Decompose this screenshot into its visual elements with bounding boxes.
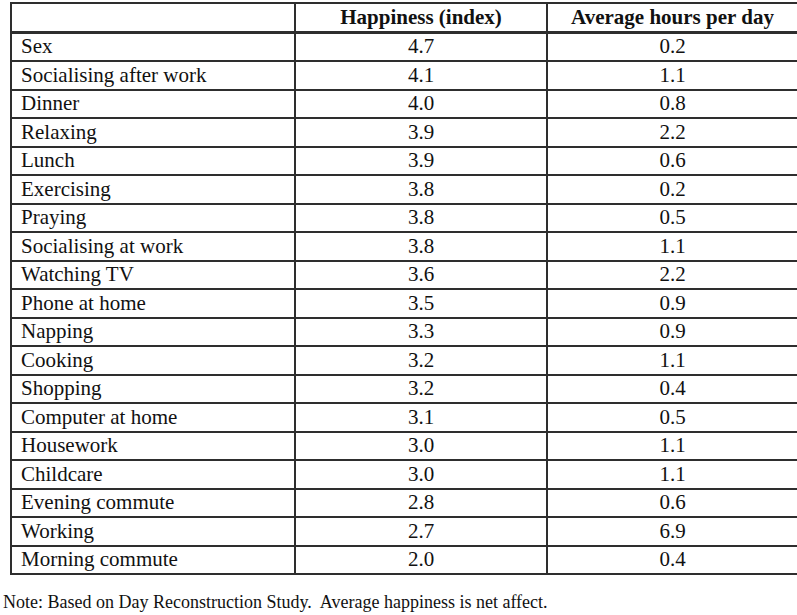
activities-happiness-table: Happiness (index) Average hours per day … xyxy=(10,2,797,575)
table-row: Dinner 4.0 0.8 xyxy=(11,90,797,119)
hours-value-cell: 1.1 xyxy=(547,232,797,261)
hours-value-cell: 1.1 xyxy=(547,432,797,461)
table-row: Shopping 3.2 0.4 xyxy=(11,375,797,404)
happiness-value-cell: 3.0 xyxy=(295,460,547,489)
happiness-value-cell: 3.3 xyxy=(295,318,547,347)
table-row: Watching TV 3.6 2.2 xyxy=(11,261,797,290)
table-row: Phone at home 3.5 0.9 xyxy=(11,289,797,318)
happiness-value-cell: 3.5 xyxy=(295,289,547,318)
hours-value-cell: 0.2 xyxy=(547,175,797,204)
hours-value-cell: 0.4 xyxy=(547,375,797,404)
happiness-value-cell: 3.2 xyxy=(295,375,547,404)
hours-value-cell: 0.9 xyxy=(547,318,797,347)
activity-cell: Napping xyxy=(11,318,295,347)
activity-cell: Phone at home xyxy=(11,289,295,318)
activity-cell: Socialising at work xyxy=(11,232,295,261)
happiness-value-cell: 3.8 xyxy=(295,204,547,233)
hours-value-cell: 1.1 xyxy=(547,61,797,90)
activity-cell: Praying xyxy=(11,204,295,233)
happiness-value-cell: 2.8 xyxy=(295,489,547,518)
table-row: Praying 3.8 0.5 xyxy=(11,204,797,233)
activity-cell: Socialising after work xyxy=(11,61,295,90)
happiness-value-cell: 4.7 xyxy=(295,32,547,61)
table-row: Socialising at work 3.8 1.1 xyxy=(11,232,797,261)
activity-cell: Working xyxy=(11,517,295,546)
happiness-value-cell: 4.1 xyxy=(295,61,547,90)
activity-cell: Dinner xyxy=(11,90,295,119)
happiness-value-cell: 2.0 xyxy=(295,546,547,575)
activity-cell: Childcare xyxy=(11,460,295,489)
activity-cell: Cooking xyxy=(11,346,295,375)
happiness-value-cell: 3.8 xyxy=(295,175,547,204)
table-row: Cooking 3.2 1.1 xyxy=(11,346,797,375)
table-footnote: Note: Based on Day Reconstruction Study.… xyxy=(3,592,548,614)
header-happiness-index: Happiness (index) xyxy=(295,3,547,32)
activity-cell: Evening commute xyxy=(11,489,295,518)
hours-value-cell: 0.5 xyxy=(547,403,797,432)
hours-value-cell: 0.9 xyxy=(547,289,797,318)
happiness-value-cell: 4.0 xyxy=(295,90,547,119)
happiness-value-cell: 2.7 xyxy=(295,517,547,546)
table-body: Sex 4.7 0.2 Socialising after work 4.1 1… xyxy=(11,32,797,574)
hours-value-cell: 6.9 xyxy=(547,517,797,546)
table-row: Napping 3.3 0.9 xyxy=(11,318,797,347)
hours-value-cell: 0.2 xyxy=(547,32,797,61)
header-activity-blank xyxy=(11,3,295,32)
hours-value-cell: 1.1 xyxy=(547,460,797,489)
hours-value-cell: 0.6 xyxy=(547,489,797,518)
hours-value-cell: 0.8 xyxy=(547,90,797,119)
happiness-value-cell: 3.9 xyxy=(295,118,547,147)
table-row: Exercising 3.8 0.2 xyxy=(11,175,797,204)
hours-value-cell: 1.1 xyxy=(547,346,797,375)
hours-value-cell: 0.6 xyxy=(547,147,797,176)
happiness-value-cell: 3.6 xyxy=(295,261,547,290)
happiness-value-cell: 3.0 xyxy=(295,432,547,461)
header-row: Happiness (index) Average hours per day xyxy=(11,3,797,32)
table-row: Sex 4.7 0.2 xyxy=(11,32,797,61)
activity-cell: Morning commute xyxy=(11,546,295,575)
table-header: Happiness (index) Average hours per day xyxy=(11,3,797,32)
table-row: Childcare 3.0 1.1 xyxy=(11,460,797,489)
header-average-hours: Average hours per day xyxy=(547,3,797,32)
table-row: Morning commute 2.0 0.4 xyxy=(11,546,797,575)
table-row: Housework 3.0 1.1 xyxy=(11,432,797,461)
hours-value-cell: 2.2 xyxy=(547,261,797,290)
table-row: Relaxing 3.9 2.2 xyxy=(11,118,797,147)
activity-cell: Relaxing xyxy=(11,118,295,147)
table-row: Evening commute 2.8 0.6 xyxy=(11,489,797,518)
table-row: Computer at home 3.1 0.5 xyxy=(11,403,797,432)
table-row: Lunch 3.9 0.6 xyxy=(11,147,797,176)
activity-cell: Shopping xyxy=(11,375,295,404)
happiness-value-cell: 3.2 xyxy=(295,346,547,375)
activity-cell: Computer at home xyxy=(11,403,295,432)
happiness-value-cell: 3.1 xyxy=(295,403,547,432)
table-row: Working 2.7 6.9 xyxy=(11,517,797,546)
happiness-value-cell: 3.8 xyxy=(295,232,547,261)
happiness-value-cell: 3.9 xyxy=(295,147,547,176)
hours-value-cell: 0.5 xyxy=(547,204,797,233)
hours-value-cell: 0.4 xyxy=(547,546,797,575)
activity-cell: Housework xyxy=(11,432,295,461)
activity-cell: Exercising xyxy=(11,175,295,204)
activity-cell: Lunch xyxy=(11,147,295,176)
document-page: Happiness (index) Average hours per day … xyxy=(0,0,797,615)
hours-value-cell: 2.2 xyxy=(547,118,797,147)
activity-cell: Watching TV xyxy=(11,261,295,290)
table-row: Socialising after work 4.1 1.1 xyxy=(11,61,797,90)
activity-cell: Sex xyxy=(11,32,295,61)
